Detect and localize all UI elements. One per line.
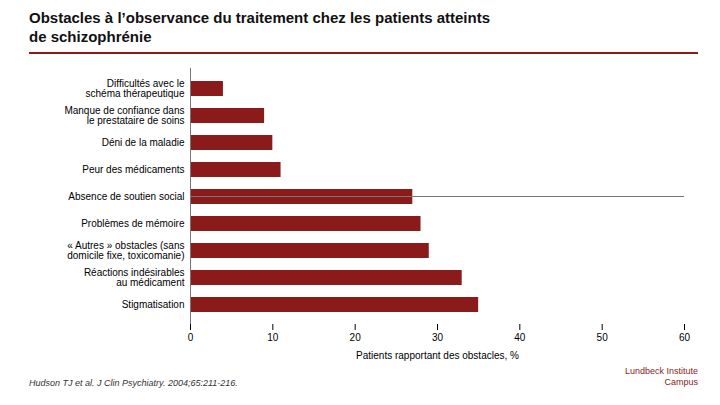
svg-text:50: 50 bbox=[597, 332, 609, 343]
svg-text:30: 30 bbox=[432, 332, 444, 343]
svg-text:20: 20 bbox=[350, 332, 362, 343]
html-text:Obstacles à l’observance du tr: Obstacles à l’observance du traitement c… bbox=[29, 9, 490, 26]
svg-text:Manque de confiance dansle pre: Manque de confiance dansle prestataire d… bbox=[64, 105, 184, 126]
svg-text:Patients rapportant des obstac: Patients rapportant des obstacles, % bbox=[356, 350, 519, 361]
svg-text:Difficultés avec leschéma thér: Difficultés avec leschéma thérapeutique bbox=[86, 78, 185, 99]
svg-text:60: 60 bbox=[679, 332, 691, 343]
svg-text:40: 40 bbox=[514, 332, 526, 343]
svg-text:« Autres » obstacles (sansdomi: « Autres » obstacles (sansdomicile fixe,… bbox=[67, 240, 184, 261]
svg-text:Stigmatisation: Stigmatisation bbox=[122, 299, 185, 310]
svg-text:0: 0 bbox=[188, 332, 194, 343]
html-text:Lundbeck Institute Campus: Lundbeck Institute Campus bbox=[624, 366, 698, 387]
html-text:Hudson TJ et al. J Clin Psychi: Hudson TJ et al. J Clin Psychiatry. 2004… bbox=[29, 378, 238, 388]
svg-text:Absence de soutien social: Absence de soutien social bbox=[68, 191, 184, 202]
html-text:de schizophrénie: de schizophrénie bbox=[29, 28, 152, 45]
svg-text:Déni de la maladie: Déni de la maladie bbox=[102, 137, 185, 148]
svg-text:Problèmes de mémoire: Problèmes de mémoire bbox=[81, 218, 185, 229]
svg-text:10: 10 bbox=[267, 332, 279, 343]
svg-text:Réactions indésirablesau médic: Réactions indésirablesau médicament bbox=[84, 267, 185, 288]
svg-text:Peur des médicaments: Peur des médicaments bbox=[82, 164, 184, 175]
